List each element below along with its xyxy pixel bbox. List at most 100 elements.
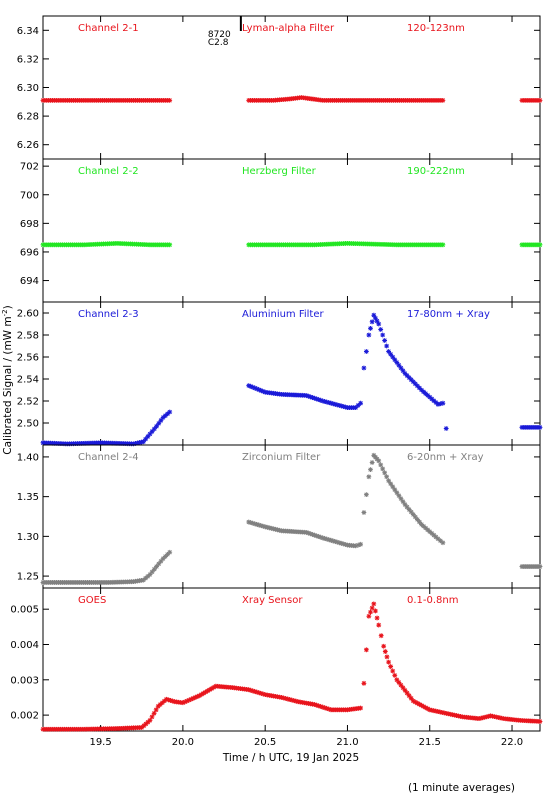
data-point <box>182 699 188 705</box>
data-point <box>252 385 258 391</box>
data-point <box>159 700 165 706</box>
data-point <box>167 97 173 103</box>
data-point <box>408 695 414 701</box>
y-axis-label: Calibrated Signal / (mW m-2) <box>1 305 14 454</box>
data-point <box>145 719 151 725</box>
data-point <box>433 400 439 405</box>
data-point <box>366 332 372 338</box>
y-tick-label: 696 <box>20 247 39 258</box>
data-point <box>427 394 433 400</box>
data-point <box>338 403 344 409</box>
data-point <box>160 415 166 420</box>
data-point <box>421 523 426 529</box>
data-point <box>305 530 311 536</box>
data-point <box>192 695 198 700</box>
data-point <box>154 564 159 569</box>
data-point <box>186 697 192 703</box>
y-tick-label: 2.54 <box>17 375 39 386</box>
data-point <box>328 537 334 543</box>
data-point <box>336 540 342 546</box>
data-point <box>396 362 402 368</box>
data-point <box>326 400 332 406</box>
data-point <box>361 510 367 515</box>
data-point <box>396 680 402 685</box>
x-axis: 19.5 20.0 20.5 21.0 21.5 22.0 <box>89 737 523 748</box>
data-point <box>140 439 146 445</box>
data-point <box>158 418 164 423</box>
data-point <box>201 690 206 696</box>
data-point <box>287 697 293 702</box>
y-tick-label: 702 <box>20 162 39 173</box>
data-series <box>246 95 446 103</box>
data-point <box>435 536 441 542</box>
data-point <box>423 705 429 711</box>
data-point <box>382 338 388 343</box>
data-point <box>419 703 424 708</box>
data-point <box>161 698 167 704</box>
y-tick-label: 2.58 <box>17 331 39 342</box>
data-point <box>412 699 418 705</box>
data-point <box>322 705 328 711</box>
data-point <box>406 693 412 699</box>
data-point <box>404 504 410 510</box>
data-point <box>156 420 162 426</box>
data-point <box>303 529 309 535</box>
data-point <box>330 538 336 544</box>
data-point <box>314 396 319 402</box>
data-point <box>402 371 408 376</box>
data-point <box>180 700 186 706</box>
data-point <box>406 507 412 512</box>
data-point <box>388 481 394 487</box>
data-point <box>328 400 334 406</box>
data-point <box>198 692 204 697</box>
data-point <box>139 725 145 730</box>
data-point <box>246 383 252 388</box>
data-point <box>537 425 543 430</box>
data-point <box>423 525 429 531</box>
data-point <box>376 458 382 464</box>
data-point <box>320 704 326 710</box>
data-point <box>310 532 315 537</box>
data-point <box>406 375 412 381</box>
data-point <box>400 368 406 374</box>
y-axis-label-sup: -2 <box>1 309 9 316</box>
data-point <box>256 387 262 393</box>
data-point <box>342 542 348 547</box>
data-point <box>374 318 380 324</box>
channel-label: GOES <box>78 595 106 606</box>
data-point <box>165 411 170 417</box>
y-tick-label: 0.004 <box>10 640 39 651</box>
data-point <box>246 687 252 693</box>
data-point <box>427 529 433 534</box>
data-point <box>438 401 443 407</box>
data-point <box>324 399 330 405</box>
data-point <box>250 520 256 526</box>
data-point <box>258 388 264 393</box>
data-point <box>162 413 168 419</box>
data-point <box>380 332 386 338</box>
data-point <box>376 622 382 628</box>
data-point <box>334 539 340 545</box>
data-point <box>353 405 359 410</box>
data-series <box>40 409 173 447</box>
filter-label: Lyman-alpha Filter <box>242 23 335 34</box>
y-tick-label: 6.34 <box>17 26 39 37</box>
channel-label: Channel 2-4 <box>78 452 139 463</box>
data-point <box>378 633 384 639</box>
data-point <box>537 242 543 248</box>
x-tick-label: 20.0 <box>172 737 194 748</box>
data-point <box>368 326 373 331</box>
data-point <box>254 386 260 392</box>
data-point <box>390 484 396 490</box>
data-point <box>320 535 326 541</box>
data-series <box>40 97 173 103</box>
data-point <box>398 496 404 502</box>
data-point <box>425 392 431 398</box>
data-series <box>40 240 173 248</box>
channel-label: Channel 2-3 <box>78 309 139 320</box>
data-point <box>252 689 258 694</box>
data-point <box>145 434 151 439</box>
data-point <box>537 97 543 103</box>
data-point <box>324 706 330 711</box>
